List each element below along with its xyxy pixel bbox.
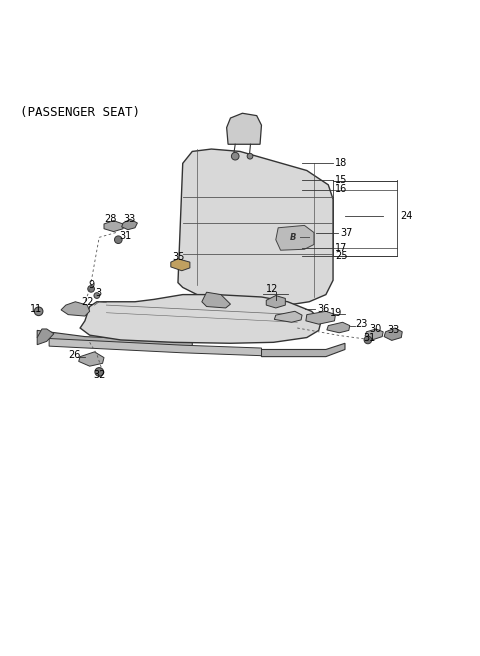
Text: 28: 28 [104, 215, 116, 224]
Text: 36: 36 [317, 304, 330, 314]
Text: 9: 9 [88, 280, 95, 290]
Polygon shape [171, 259, 190, 271]
Text: 3: 3 [95, 288, 101, 298]
Text: 25: 25 [336, 251, 348, 262]
Circle shape [34, 307, 43, 316]
Polygon shape [262, 343, 345, 357]
Text: 30: 30 [369, 324, 381, 334]
Text: 37: 37 [340, 228, 353, 237]
Polygon shape [178, 149, 333, 306]
Text: 35: 35 [172, 253, 185, 262]
Text: 23: 23 [356, 319, 368, 329]
Polygon shape [104, 220, 123, 232]
Polygon shape [37, 331, 192, 350]
Text: 12: 12 [266, 284, 278, 294]
Polygon shape [276, 226, 314, 250]
Polygon shape [61, 302, 90, 316]
Polygon shape [37, 329, 54, 344]
Polygon shape [306, 312, 336, 324]
Circle shape [364, 336, 372, 344]
Text: B: B [290, 233, 297, 242]
Text: 31: 31 [120, 231, 132, 241]
Polygon shape [384, 328, 402, 340]
Text: 19: 19 [330, 308, 342, 318]
Text: 17: 17 [336, 243, 348, 253]
Text: 24: 24 [400, 211, 412, 221]
Polygon shape [327, 322, 350, 333]
Text: 26: 26 [68, 350, 81, 360]
Polygon shape [79, 352, 104, 366]
Text: 22: 22 [82, 297, 94, 307]
Polygon shape [49, 338, 262, 356]
Polygon shape [266, 296, 285, 308]
Text: 33: 33 [123, 215, 135, 224]
Polygon shape [227, 113, 262, 144]
Circle shape [88, 285, 95, 292]
Text: 33: 33 [387, 325, 399, 335]
Circle shape [247, 154, 253, 159]
Text: 32: 32 [93, 370, 106, 380]
Polygon shape [202, 292, 230, 308]
Text: (PASSENGER SEAT): (PASSENGER SEAT) [21, 106, 141, 119]
Circle shape [231, 152, 239, 160]
Polygon shape [80, 295, 321, 343]
Text: 18: 18 [336, 158, 348, 169]
Text: 16: 16 [336, 184, 348, 194]
Text: 15: 15 [336, 175, 348, 185]
Text: 31: 31 [363, 333, 375, 342]
Circle shape [115, 236, 122, 243]
Circle shape [95, 367, 104, 376]
Text: 11: 11 [30, 304, 42, 314]
Circle shape [94, 293, 100, 298]
Polygon shape [121, 219, 137, 230]
Polygon shape [365, 329, 383, 339]
Polygon shape [275, 312, 302, 322]
